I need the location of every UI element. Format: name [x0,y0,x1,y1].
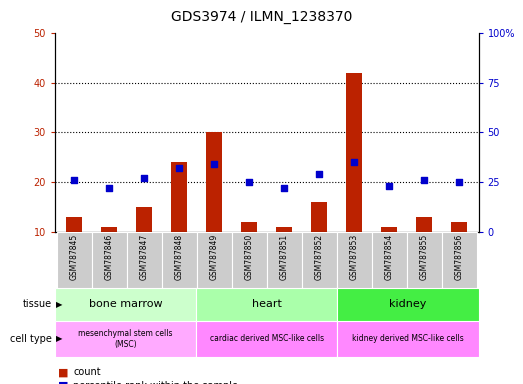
Bar [346,73,362,232]
Point [315,171,323,177]
Text: GSM787856: GSM787856 [455,234,464,280]
Bar [267,232,302,288]
Text: GSM787851: GSM787851 [280,234,289,280]
Bar [55,288,196,321]
Bar [372,232,407,288]
Bar [442,232,477,288]
Bar [172,162,187,232]
Bar [127,232,162,288]
Bar [381,227,397,232]
Text: ▶: ▶ [56,300,62,309]
Bar [337,288,479,321]
Text: GSM787853: GSM787853 [350,234,359,280]
Bar [311,202,327,232]
Text: GSM787850: GSM787850 [245,234,254,280]
Text: kidney derived MSC-like cells: kidney derived MSC-like cells [352,334,464,343]
Bar [232,232,267,288]
Bar [337,232,372,288]
Bar [196,321,337,357]
Bar [207,132,222,232]
Text: cell type: cell type [10,334,52,344]
Text: GSM787855: GSM787855 [420,234,429,280]
Text: kidney: kidney [389,299,427,310]
Point [385,183,393,189]
Bar [101,227,117,232]
Text: GSM787847: GSM787847 [140,234,149,280]
Bar [162,232,197,288]
Bar [337,321,479,357]
Text: percentile rank within the sample: percentile rank within the sample [73,381,238,384]
Text: bone marrow: bone marrow [89,299,162,310]
Text: GSM787848: GSM787848 [175,234,184,280]
Bar [197,232,232,288]
Bar [92,232,127,288]
Point [175,166,184,172]
Text: GSM787854: GSM787854 [385,234,394,280]
Bar [196,288,337,321]
Text: heart: heart [252,299,282,310]
Text: GSM787845: GSM787845 [70,234,78,280]
Point [210,161,219,167]
Bar [66,217,82,232]
Text: GSM787846: GSM787846 [105,234,113,280]
Text: cardiac derived MSC-like cells: cardiac derived MSC-like cells [210,334,324,343]
Point [105,185,113,192]
Text: ■: ■ [58,381,68,384]
Point [455,179,463,185]
Point [280,185,288,192]
Text: ▶: ▶ [56,334,62,343]
Text: GSM787849: GSM787849 [210,234,219,280]
Bar [451,222,467,232]
Point [420,177,428,184]
Point [140,175,149,182]
Point [70,177,78,184]
Bar [241,222,257,232]
Bar [55,321,196,357]
Bar [407,232,442,288]
Bar [276,227,292,232]
Text: GSM787852: GSM787852 [315,234,324,280]
Text: mesenchymal stem cells
(MSC): mesenchymal stem cells (MSC) [78,329,173,349]
Text: count: count [73,367,101,377]
Bar [302,232,337,288]
Bar [137,207,152,232]
Point [350,159,358,166]
Bar [56,232,92,288]
Text: ■: ■ [58,367,68,377]
Point [245,179,254,185]
Text: GDS3974 / ILMN_1238370: GDS3974 / ILMN_1238370 [171,10,352,23]
Text: tissue: tissue [23,299,52,310]
Bar [416,217,432,232]
